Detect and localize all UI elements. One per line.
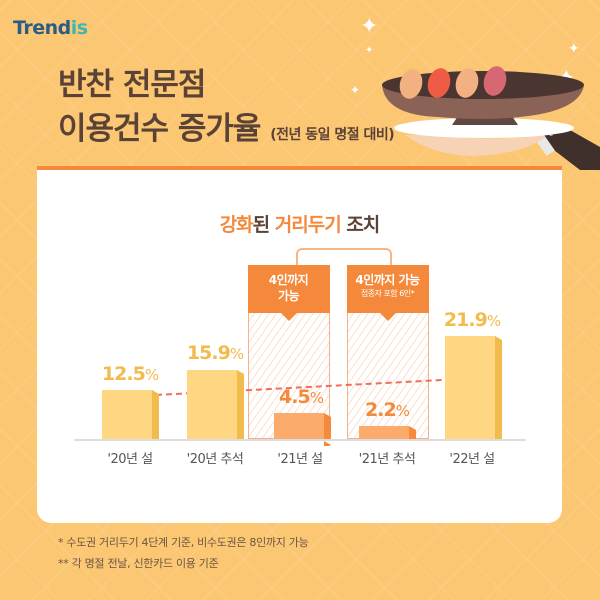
value-unit: %: [229, 345, 244, 363]
annotation-bracket: [296, 248, 392, 268]
value-number: 4.5: [279, 386, 311, 408]
value-unit: %: [486, 312, 501, 330]
title-line-1: 반찬 전문점: [58, 67, 206, 103]
bar-value: 4.5%: [261, 386, 341, 408]
side-dish-bowl-illustration: [382, 66, 600, 170]
zone-label-line2: 가능: [277, 288, 300, 303]
trendis-logo: Trendis: [13, 17, 88, 39]
title-line-2: 이용건수 증가율 (전년 동일 명절 대비): [58, 107, 395, 157]
value-unit: %: [144, 366, 159, 384]
chart-card: 강화된 거리두기 조치 4인까지 가능 4인까지 가능 접종자 포함 6인* 12.…: [37, 166, 562, 523]
title-line-2-text: 이용건수 증가율: [58, 111, 261, 147]
sparkle-icon: ✦: [350, 83, 361, 97]
value-number: 15.9: [186, 342, 231, 364]
sparkle-icon: ✦: [360, 14, 379, 39]
category-label: '22년 설: [449, 452, 495, 467]
title-subtitle: (전년 동일 명절 대비): [270, 127, 395, 143]
zone-label-note: 접종자 포함 6인*: [360, 288, 415, 298]
bar-20-chuseok: [187, 370, 244, 439]
bar-value: 2.2%: [347, 399, 427, 421]
sparkle-icon: ✦: [568, 41, 580, 57]
logo-text: Trend: [13, 17, 71, 39]
footnote-1: * 수도권 거리두기 4단계 기준, 비수도권은 8인까지 가능: [58, 536, 309, 549]
value-number: 2.2: [365, 399, 397, 421]
heading-highlight-1: 강화: [219, 214, 254, 236]
bar-22-seol: [445, 336, 502, 439]
zone-label: 4인까지 가능 접종자 포함 6인*: [346, 264, 429, 321]
zone-label: 4인까지 가능: [247, 264, 330, 321]
footnote-2: ** 각 명절 전날, 신한카드 이용 기준: [58, 557, 219, 570]
footnotes: * 수도권 거리두기 4단계 기준, 비수도권은 8인까지 가능 ** 각 명절…: [58, 532, 309, 574]
bar-21-seol: [274, 413, 331, 439]
bar-21-chuseok: [359, 426, 416, 439]
logo-text-accent: is: [70, 17, 88, 39]
bar-value: 15.9%: [175, 342, 255, 364]
value-unit: %: [309, 389, 324, 407]
restriction-zone-21-chuseok: 4인까지 가능 접종자 포함 6인*: [346, 264, 429, 439]
chart-heading: 강화된 거리두기 조치: [37, 210, 562, 237]
zone-label-line1: 4인까지: [268, 272, 309, 287]
bar-value: 21.9%: [432, 309, 512, 331]
category-label: '20년 설: [107, 452, 153, 467]
heading-highlight-2: 거리두기: [274, 214, 342, 236]
heading-text-1: 된: [252, 214, 275, 236]
value-number: 12.5: [101, 363, 146, 385]
bar-20-seol: [102, 390, 159, 439]
x-axis-baseline: [74, 439, 526, 441]
value-number: 21.9: [443, 309, 488, 331]
zone-label-line1: 4인까지 가능: [355, 272, 420, 287]
category-label: '20년 추석: [186, 452, 244, 467]
heading-text-2: 조치: [340, 214, 380, 236]
category-label: '21년 설: [277, 452, 323, 467]
page-title: 반찬 전문점 이용건수 증가율 (전년 동일 명절 대비): [58, 63, 395, 157]
category-label: '21년 추석: [358, 452, 416, 467]
sparkle-icon: ✦: [365, 45, 374, 56]
bar-value: 12.5%: [90, 363, 170, 385]
value-unit: %: [395, 402, 410, 420]
